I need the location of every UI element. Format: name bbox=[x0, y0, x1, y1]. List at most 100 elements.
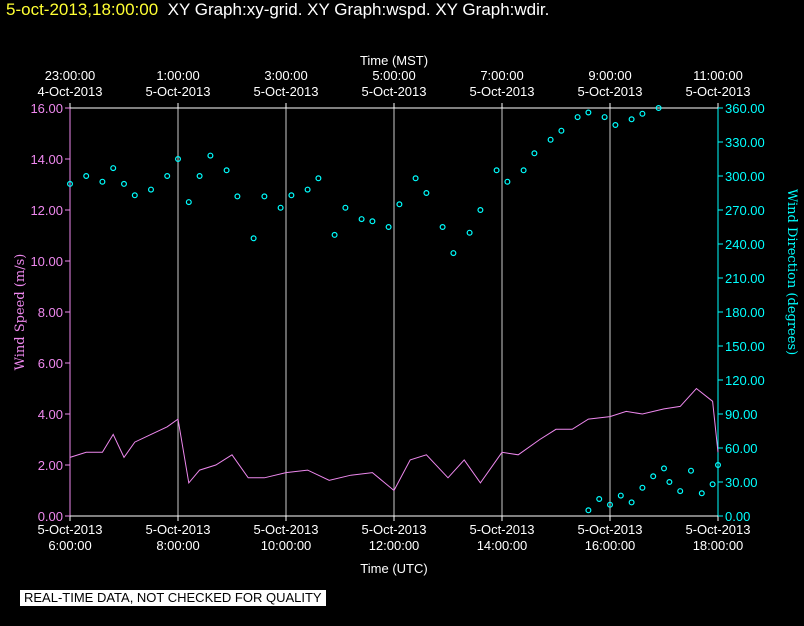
point-wdir bbox=[369, 218, 376, 225]
x-tick-label-time: 16:00:00 bbox=[585, 538, 636, 553]
x-tick-label-date: 5-Oct-2013 bbox=[145, 522, 210, 537]
y-right-tick-label: 150.00 bbox=[725, 339, 765, 354]
point-wdir bbox=[450, 250, 457, 257]
point-wdir bbox=[185, 199, 192, 206]
point-wdir bbox=[250, 235, 257, 242]
x-top-tick-label-time: 1:00:00 bbox=[156, 68, 199, 83]
x-label-top: Time (MST) bbox=[360, 53, 428, 68]
y-right-tick-label: 210.00 bbox=[725, 271, 765, 286]
point-wdir bbox=[439, 224, 446, 231]
point-wdir bbox=[99, 178, 106, 185]
y-right-tick-label: 240.00 bbox=[725, 237, 765, 252]
point-wdir_low bbox=[596, 496, 603, 503]
x-top-tick-label-time: 11:00:00 bbox=[693, 68, 743, 83]
x-top-tick-label-date: 5-Oct-2013 bbox=[145, 84, 210, 99]
point-wdir bbox=[315, 175, 322, 182]
x-tick-label-time: 12:00:00 bbox=[369, 538, 420, 553]
x-top-tick-label-time: 9:00:00 bbox=[588, 68, 631, 83]
point-wdir bbox=[110, 165, 117, 172]
x-label-bottom: Time (UTC) bbox=[360, 561, 427, 576]
x-top-tick-label-time: 23:00:00 bbox=[45, 68, 96, 83]
y-right-tick-label: 60.00 bbox=[725, 441, 758, 456]
y-left-tick-label: 2.00 bbox=[38, 458, 63, 473]
x-top-tick-label-date: 5-Oct-2013 bbox=[685, 84, 750, 99]
x-top-tick-label-date: 5-Oct-2013 bbox=[361, 84, 426, 99]
y-right-tick-label: 300.00 bbox=[725, 169, 765, 184]
point-wdir_low bbox=[677, 488, 684, 495]
point-wdir_low bbox=[714, 462, 721, 469]
point-wdir_low bbox=[660, 465, 667, 472]
y-left-tick-label: 14.00 bbox=[30, 152, 63, 167]
point-wdir bbox=[148, 186, 155, 193]
point-wdir bbox=[574, 114, 581, 121]
x-tick-label-date: 5-Oct-2013 bbox=[469, 522, 534, 537]
point-wdir bbox=[207, 152, 214, 159]
point-wdir bbox=[531, 150, 538, 157]
point-wdir bbox=[493, 167, 500, 174]
point-wdir bbox=[164, 173, 171, 180]
point-wdir bbox=[477, 207, 484, 214]
x-tick-label-date: 5-Oct-2013 bbox=[253, 522, 318, 537]
point-wdir bbox=[120, 180, 127, 187]
point-wdir bbox=[385, 224, 392, 231]
point-wdir bbox=[234, 193, 241, 200]
x-tick-label-time: 6:00:00 bbox=[48, 538, 91, 553]
x-top-tick-label-time: 7:00:00 bbox=[480, 68, 523, 83]
x-tick-label-time: 18:00:00 bbox=[693, 538, 744, 553]
chart-title: XY Graph:xy-grid. XY Graph:wspd. XY Grap… bbox=[167, 0, 550, 19]
y-label-right: Wind Direction (degrees) bbox=[784, 189, 799, 355]
point-wdir_low bbox=[709, 481, 716, 488]
y-right-tick-label: 120.00 bbox=[725, 373, 765, 388]
point-wdir bbox=[66, 180, 73, 187]
y-left-tick-label: 6.00 bbox=[38, 356, 63, 371]
point-wdir bbox=[288, 192, 295, 199]
y-left-tick-label: 16.00 bbox=[30, 101, 63, 116]
point-wdir_low bbox=[639, 484, 646, 491]
point-wdir_low bbox=[617, 492, 624, 499]
point-wdir bbox=[223, 167, 230, 174]
point-wdir bbox=[558, 127, 565, 134]
y-left-tick-label: 4.00 bbox=[38, 407, 63, 422]
point-wdir bbox=[412, 175, 419, 182]
point-wdir bbox=[520, 167, 527, 174]
point-wdir bbox=[547, 136, 554, 143]
series-line-wspd bbox=[69, 387, 719, 492]
x-top-tick-label-date: 4-Oct-2013 bbox=[37, 84, 102, 99]
point-wdir bbox=[83, 173, 90, 180]
point-wdir bbox=[358, 216, 365, 223]
point-wdir bbox=[612, 121, 619, 128]
x-top-tick-label-time: 3:00:00 bbox=[264, 68, 307, 83]
point-wdir_low bbox=[687, 467, 694, 474]
x-tick-label-time: 14:00:00 bbox=[477, 538, 528, 553]
point-wdir_low bbox=[650, 473, 657, 480]
y-right-tick-label: 180.00 bbox=[725, 305, 765, 320]
point-wdir bbox=[342, 204, 349, 211]
point-wdir bbox=[175, 156, 182, 163]
point-wdir bbox=[131, 192, 138, 199]
point-wdir bbox=[655, 104, 662, 111]
x-tick-label-date: 5-Oct-2013 bbox=[361, 522, 426, 537]
point-wdir bbox=[396, 201, 403, 208]
y-right-tick-label: 360.00 bbox=[725, 101, 765, 116]
y-left-tick-label: 0.00 bbox=[38, 509, 63, 524]
x-top-tick-label-time: 5:00:00 bbox=[372, 68, 415, 83]
y-label-left: Wind Speed (m/s) bbox=[13, 254, 28, 371]
y-right-tick-label: 330.00 bbox=[725, 135, 765, 150]
point-wdir bbox=[423, 190, 430, 197]
point-wdir bbox=[585, 109, 592, 116]
x-tick-label-time: 8:00:00 bbox=[156, 538, 199, 553]
point-wdir bbox=[304, 186, 311, 193]
point-wdir bbox=[504, 178, 511, 185]
x-top-tick-label-date: 5-Oct-2013 bbox=[469, 84, 534, 99]
y-left-tick-label: 10.00 bbox=[30, 254, 63, 269]
x-tick-label-date: 5-Oct-2013 bbox=[577, 522, 642, 537]
point-wdir bbox=[639, 110, 646, 117]
point-wdir_low bbox=[585, 507, 592, 514]
point-wdir_low bbox=[698, 490, 705, 497]
quality-note: REAL-TIME DATA, NOT CHECKED FOR QUALITY bbox=[20, 590, 326, 606]
x-top-tick-label-date: 5-Oct-2013 bbox=[253, 84, 318, 99]
timestamp: 5-oct-2013,18:00:00 bbox=[6, 0, 159, 19]
y-right-tick-label: 30.00 bbox=[725, 475, 758, 490]
point-wdir bbox=[331, 231, 338, 238]
